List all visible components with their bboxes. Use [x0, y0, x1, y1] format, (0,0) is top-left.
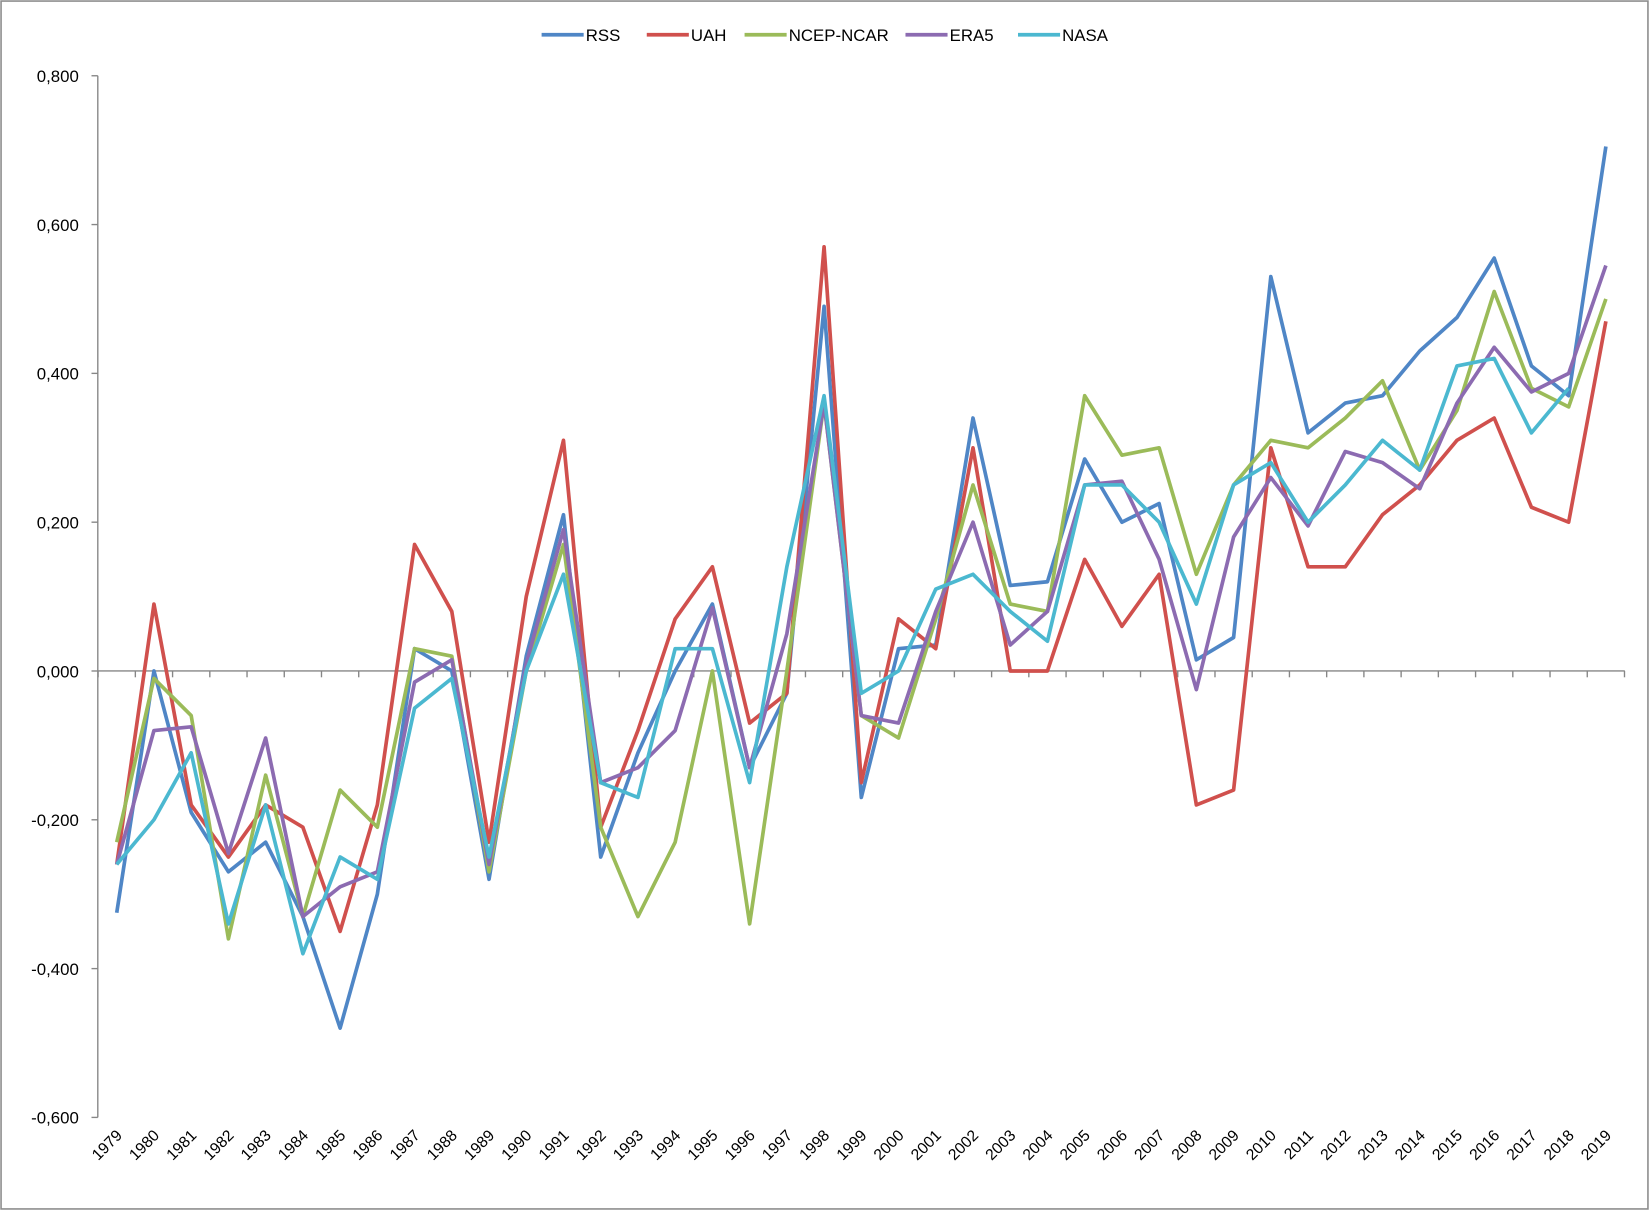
legend-label: ERA5 — [950, 26, 994, 45]
y-tick-label: 0,600 — [37, 216, 79, 235]
legend-item-uah: UAH — [646, 26, 727, 45]
legend-label: RSS — [586, 26, 621, 45]
series-line-uah — [114, 244, 1608, 934]
legend-item-era5: ERA5 — [905, 26, 994, 45]
legend-label: NASA — [1062, 26, 1109, 45]
y-tick-label: -0,600 — [31, 1109, 79, 1128]
legend-label: NCEP-NCAR — [789, 26, 889, 45]
y-tick-label: 0,400 — [37, 365, 79, 384]
series-lines — [114, 146, 1608, 1030]
series-line-nasa — [115, 356, 1571, 956]
y-tick-label: 0,800 — [37, 67, 79, 86]
legend: RSS UAH NCEP-NCAR ERA5 NASA — [541, 26, 1109, 45]
series-line-rss — [114, 146, 1608, 1030]
legend-item-ncep-ncar: NCEP-NCAR — [744, 26, 889, 45]
legend-item-rss: RSS — [541, 26, 621, 45]
legend-label: UAH — [691, 26, 727, 45]
y-tick-label: 0,200 — [37, 513, 79, 532]
y-tick-label: 0,000 — [37, 662, 79, 681]
legend-item-nasa: NASA — [1018, 26, 1109, 45]
y-tick-label: -0,400 — [31, 960, 79, 979]
y-tick-label: -0,200 — [31, 811, 79, 830]
series-line-era5 — [114, 264, 1608, 919]
